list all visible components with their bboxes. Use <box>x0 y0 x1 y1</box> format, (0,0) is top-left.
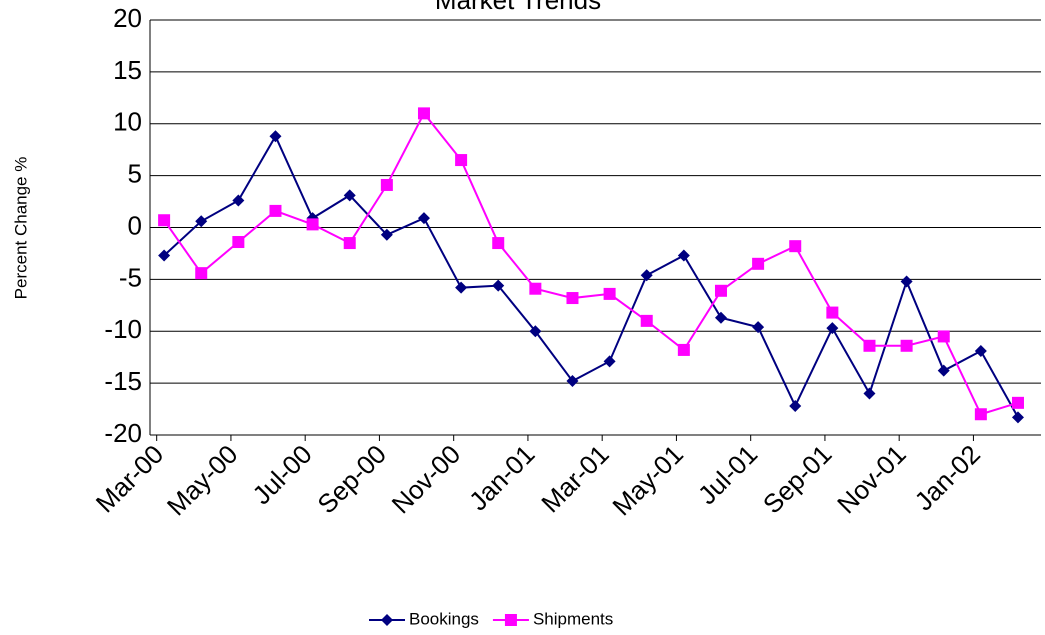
y-tick-label: -20 <box>104 418 142 448</box>
point <box>417 212 430 225</box>
point <box>269 130 282 143</box>
x-tick-label: Sep-01 <box>757 439 837 519</box>
point <box>380 228 393 241</box>
y-tick-label: -15 <box>104 366 142 396</box>
point <box>826 306 839 319</box>
point <box>863 387 876 400</box>
point <box>232 194 245 207</box>
point <box>640 269 653 282</box>
point <box>603 355 616 368</box>
x-tick-label: Jan-02 <box>909 439 986 516</box>
series-line <box>163 134 1019 418</box>
point <box>974 408 987 421</box>
point <box>677 343 690 356</box>
point <box>752 257 765 270</box>
point <box>603 287 616 300</box>
y-tick-label: 5 <box>128 159 142 189</box>
point <box>492 279 505 292</box>
legend-marker <box>381 614 393 626</box>
y-tick-label: 0 <box>128 210 142 240</box>
x-tick-label: Nov-01 <box>831 439 911 519</box>
point <box>455 281 468 294</box>
point <box>714 284 727 297</box>
point <box>789 240 802 253</box>
point <box>1011 411 1024 424</box>
series-line <box>163 111 1019 416</box>
point <box>937 330 950 343</box>
chart-title: Market Trends <box>435 0 601 15</box>
point <box>900 275 913 288</box>
y-tick-label: -10 <box>104 314 142 344</box>
point <box>640 314 653 327</box>
point <box>566 375 579 388</box>
y-tick-label: 10 <box>113 107 142 137</box>
point <box>826 322 839 335</box>
x-tick-label: May-00 <box>161 439 244 522</box>
legend-label: Bookings <box>409 609 479 628</box>
point <box>529 282 542 295</box>
point <box>937 364 950 377</box>
x-tick-label: Mar-01 <box>535 439 614 518</box>
point <box>455 154 468 167</box>
x-tick-label: Nov-00 <box>386 439 466 519</box>
point <box>974 344 987 357</box>
x-tick-label: Jan-01 <box>463 439 540 516</box>
y-tick-label: 15 <box>113 55 142 85</box>
point <box>195 215 208 228</box>
x-tick-label: Sep-00 <box>311 439 391 519</box>
point <box>232 236 245 249</box>
x-tick-label: Jul-00 <box>246 439 317 510</box>
legend-marker <box>504 614 517 626</box>
point <box>900 339 913 352</box>
point <box>195 267 208 280</box>
x-tick-label: Jul-01 <box>692 439 763 510</box>
point <box>492 237 505 250</box>
y-tick-label: -5 <box>119 262 142 292</box>
point <box>789 399 802 412</box>
x-tick-label: Mar-00 <box>90 439 169 518</box>
point <box>752 321 765 334</box>
x-tick-label: May-01 <box>606 439 689 522</box>
point <box>677 249 690 262</box>
point <box>343 189 356 202</box>
point <box>863 339 876 352</box>
point <box>529 325 542 338</box>
point <box>158 214 171 227</box>
point <box>417 107 430 120</box>
point <box>269 204 282 217</box>
legend-label: Shipments <box>533 609 613 628</box>
y-tick-label: 20 <box>113 3 142 33</box>
point <box>1011 396 1024 409</box>
y-axis-label: Percent Change % <box>11 157 30 300</box>
point <box>566 292 579 305</box>
point <box>714 311 727 324</box>
point <box>380 178 393 191</box>
point <box>306 218 319 231</box>
point <box>343 237 356 250</box>
point <box>158 249 171 262</box>
